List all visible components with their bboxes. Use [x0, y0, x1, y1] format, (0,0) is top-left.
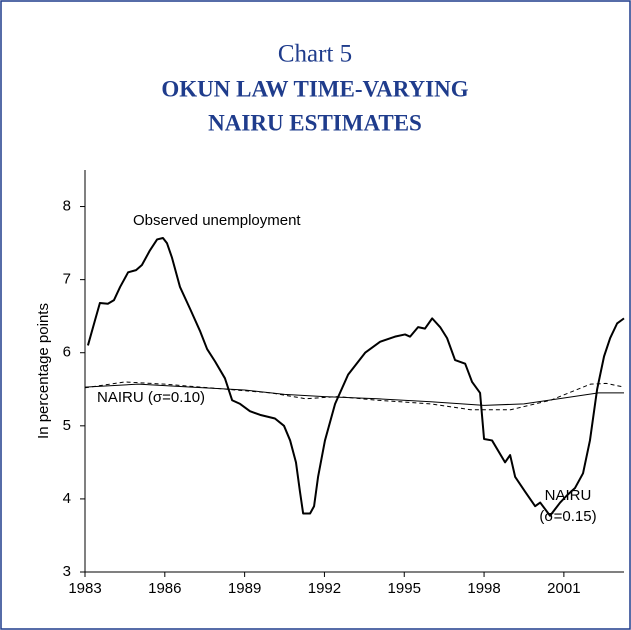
x-tick-label: 1986: [148, 580, 181, 597]
x-tick-label: 1983: [68, 580, 101, 597]
chart-subtitle: NAIRU ESTIMATES: [208, 110, 422, 135]
series-label: NAIRU (σ=0.10): [97, 389, 205, 406]
y-tick-label: 6: [63, 344, 71, 361]
series-label: Observed unemployment: [133, 212, 301, 229]
chart-subtitle: OKUN LAW TIME-VARYING: [161, 76, 468, 101]
series-line: [84, 383, 624, 406]
y-tick-label: 3: [63, 563, 71, 580]
y-tick-label: 5: [63, 417, 71, 434]
y-tick-label: 7: [63, 271, 71, 288]
series-label: NAIRU (σ=0.15): [539, 487, 596, 525]
x-tick-label: 1989: [228, 580, 261, 597]
x-tick-label: 1992: [308, 580, 341, 597]
series-line: [84, 381, 625, 411]
x-tick-label: 2001: [547, 580, 580, 597]
chart-title: Chart 5: [278, 41, 352, 68]
x-tick-label: 1998: [467, 580, 500, 597]
y-tick-label: 8: [63, 198, 71, 215]
y-tick-label: 4: [63, 490, 71, 507]
series-line: [86, 236, 625, 517]
y-axis-label: In percentage points: [35, 303, 52, 439]
x-tick-label: 1995: [388, 580, 421, 597]
